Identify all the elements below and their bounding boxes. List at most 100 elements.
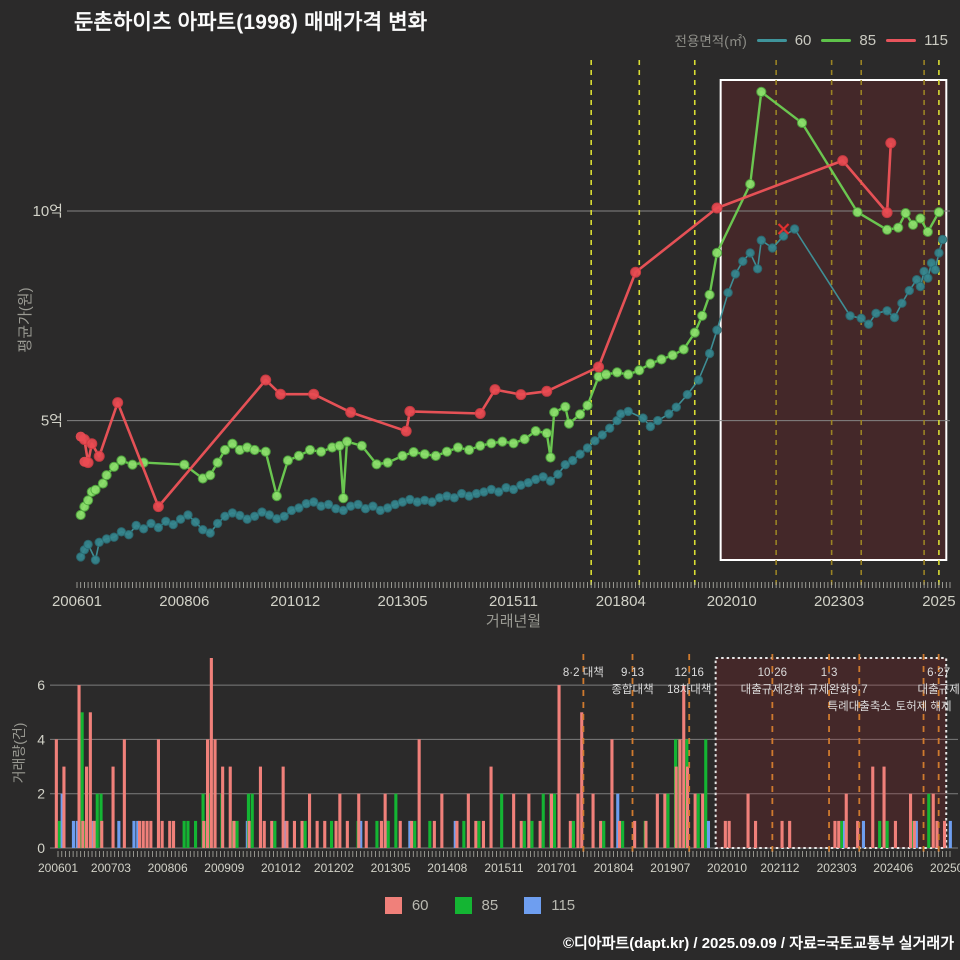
volume-bar-85 [878,820,882,848]
volume-bar-85 [235,820,239,848]
volume-bar-60 [833,820,837,848]
data-point-85 [408,447,419,458]
data-point-60 [597,430,607,440]
volume-bar-60 [481,820,485,848]
data-point-60 [704,348,715,359]
volume-bar-60 [678,739,682,848]
data-point-60 [190,517,201,527]
volume-bar-60 [292,820,296,848]
volume-bar-60 [379,820,383,848]
volume-bar-85 [186,820,190,848]
series-60[interactable] [76,224,948,565]
volume-bar-85 [273,820,277,848]
volume-bar-60 [138,820,142,848]
volume-legend-item-60[interactable]: 60 [384,897,429,914]
x-tick-label: 201907 [650,861,690,875]
x-tick-label: 201408 [427,861,467,875]
x-tick-label: 200601 [52,593,102,610]
volume-bar-85 [250,793,254,848]
series-85[interactable] [75,86,945,521]
data-point-85 [90,484,101,495]
volume-bar-85 [413,820,417,848]
data-point-115 [404,405,416,417]
volume-bar-115 [706,820,710,848]
data-point-60 [568,455,578,466]
data-point-85 [260,446,271,457]
price-line-chart[interactable]: 5억 10억 200601 200806 201012 201305 201511 20180… [0,0,960,640]
data-point-60 [575,449,585,459]
volume-bar-115 [359,820,363,848]
data-point-85 [356,440,367,451]
data-point-60 [752,264,763,274]
volume-bar-85 [602,820,606,848]
page-title: 둔촌하이츠 아파트(1998) 매매가격 변화 [74,11,428,34]
data-point-60 [90,555,101,565]
line-swatch-85-icon [821,38,852,42]
data-point-85 [600,369,612,380]
volume-bar-115 [408,820,412,848]
data-point-85 [419,449,430,460]
volume-bar-85 [553,793,557,848]
series-115[interactable] [78,137,897,513]
policy-annotation: 8·2 대책 [563,665,604,679]
x-tick-label: 201202 [314,861,354,875]
volume-bar-115 [616,793,620,848]
volume-bar-85 [696,793,700,848]
data-point-60 [856,313,866,323]
volume-legend: 60 85 115 [0,897,960,914]
data-point-85 [756,86,767,98]
source-credit: ©디아파트(dapt.kr) / 2025.09.09 / 자료=국토교통부 실… [562,935,954,952]
volume-bar-60 [54,739,58,848]
legend-item-60[interactable]: 60 [756,32,811,49]
data-point-85 [563,418,575,429]
volume-bar-60 [100,820,104,848]
data-point-60 [915,281,926,292]
data-point-60 [368,501,378,511]
area-legend: 전용면적(㎡) 60 85 115 [675,30,948,50]
data-point-85 [656,354,667,365]
volume-bar-60 [610,739,614,848]
data-point-85 [530,426,541,437]
data-point-85 [623,369,634,380]
volume-bar-85 [571,820,575,848]
data-point-85 [293,450,304,461]
volume-bar-60 [232,820,236,848]
policy-annotation: 12·16 [674,667,703,679]
legend-item-85[interactable]: 85 [821,32,876,49]
data-point-60 [323,499,334,510]
policy-annotation: 대출규제강화 [741,683,805,696]
data-point-60 [353,499,363,510]
cancelled-deal-x-icon [777,223,790,235]
bar-swatch-85-icon [454,897,472,914]
data-point-60 [723,288,733,298]
volume-legend-item-115[interactable]: 115 [524,897,575,914]
data-point-115 [837,155,849,167]
y-axis-title: 거래량(건) [11,723,27,784]
data-point-115 [86,438,98,450]
data-point-60 [538,472,548,482]
volume-bar-60 [663,793,667,848]
data-point-85 [915,213,926,224]
volume-bar-60 [432,820,436,848]
volume-bar-60 [455,820,459,848]
volume-legend-item-85[interactable]: 85 [454,897,498,914]
volume-bar-60 [788,820,792,848]
volume-bar-60 [92,820,96,848]
x-tick-label: 202406 [873,861,913,875]
legend-item-115[interactable]: 115 [886,32,948,49]
y-tick-label: 10억 [33,203,64,220]
data-point-60 [738,256,748,266]
volume-bar-115 [71,820,75,848]
data-point-60 [83,539,93,550]
data-point-115 [515,389,527,401]
x-tick-label: 200806 [159,593,209,610]
volume-bar-60 [655,793,659,848]
volume-bar-85 [530,820,534,848]
data-point-85 [271,491,282,502]
data-point-60 [645,421,656,432]
data-point-60 [889,312,900,323]
volume-bar-60 [727,820,731,848]
volume-bar-60 [519,820,523,848]
volume-bar-60 [591,793,595,848]
